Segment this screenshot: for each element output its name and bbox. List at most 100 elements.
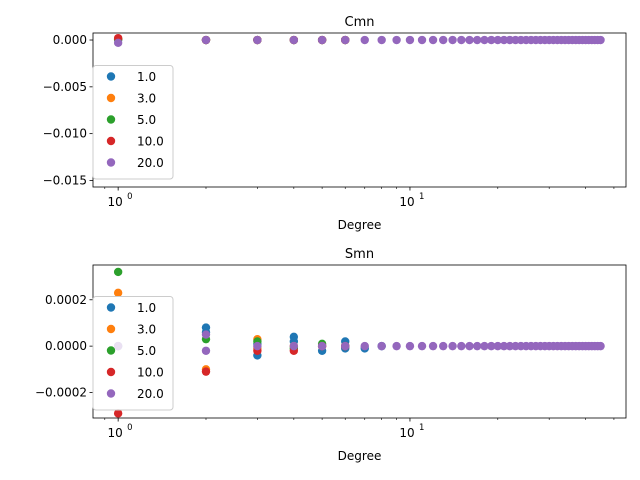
x-axis-label: Degree — [338, 218, 382, 232]
y-tick-label: −0.010 — [43, 127, 87, 141]
legend-label: 3.0 — [137, 92, 156, 106]
legend-label: 5.0 — [137, 113, 156, 127]
data-point — [341, 341, 350, 351]
data-point — [448, 35, 457, 45]
legend-label: 1.0 — [137, 301, 156, 315]
series-2 — [113, 34, 350, 45]
legend-marker — [106, 115, 116, 124]
legend-label: 10.0 — [137, 366, 164, 380]
data-point — [417, 35, 427, 45]
data-point — [253, 341, 262, 351]
data-point — [439, 35, 448, 45]
data-point — [596, 341, 605, 351]
chart-smn: Smn 10 0 10 1 0.0002 0.0000 −0.0002 Degree 1.0 3.0… — [35, 247, 627, 463]
data-point — [392, 341, 401, 351]
legend-marker — [106, 346, 116, 355]
data-point — [487, 341, 496, 351]
legend-box — [92, 65, 174, 180]
legend-label: 1.0 — [137, 70, 156, 84]
data-point — [201, 346, 211, 355]
series-4 — [113, 35, 605, 48]
y-tick-label: −0.015 — [43, 173, 87, 187]
y-tick-label: 0.0002 — [45, 293, 87, 307]
series-4 — [113, 330, 605, 355]
data-point — [487, 35, 496, 45]
legend: 1.0 3.0 5.0 10.0 20.0 — [92, 296, 174, 411]
data-point — [201, 35, 211, 45]
data-point — [428, 341, 438, 351]
x-tick-exponent: 0 — [127, 423, 132, 433]
legend-marker — [106, 158, 116, 167]
data-point — [439, 341, 448, 351]
data-point — [417, 341, 427, 351]
legend-marker — [106, 303, 116, 312]
legend-label: 3.0 — [137, 323, 156, 337]
data-point — [392, 35, 401, 45]
data-point — [113, 267, 123, 277]
data-point — [428, 35, 438, 45]
data-point — [113, 38, 123, 48]
legend-label: 20.0 — [137, 156, 164, 170]
data-point — [377, 35, 386, 45]
data-point — [596, 35, 605, 45]
data-point — [499, 35, 509, 45]
series-0 — [113, 35, 350, 45]
legend-marker — [106, 389, 116, 398]
data-point — [480, 341, 489, 351]
x-tick-label: 10 — [399, 426, 414, 440]
x-axis-label: Degree — [338, 449, 382, 463]
data-point — [113, 409, 123, 418]
data-point — [317, 341, 327, 351]
data-point — [360, 341, 369, 351]
data-point — [360, 35, 369, 45]
data-point — [201, 367, 211, 376]
chart-title: Cmn — [345, 15, 375, 30]
x-tick-exponent: 1 — [419, 192, 424, 202]
legend-marker — [106, 367, 116, 377]
legend-label: 5.0 — [137, 344, 156, 358]
legend-marker — [106, 93, 116, 103]
y-tick-label: 0.000 — [53, 33, 87, 47]
y-tick-label: −0.005 — [43, 80, 87, 94]
legend-box — [92, 296, 174, 411]
data-point — [493, 35, 502, 45]
data-point — [480, 35, 489, 45]
data-point — [465, 341, 474, 351]
legend: 1.0 3.0 5.0 10.0 20.0 — [92, 65, 174, 180]
x-tick-exponent: 1 — [419, 423, 424, 433]
data-point — [341, 35, 350, 45]
y-tick-label: 0.0000 — [45, 339, 87, 353]
data-point — [499, 341, 509, 351]
data-point — [113, 288, 123, 298]
data-point — [493, 341, 502, 351]
chart-title: Smn — [345, 247, 374, 262]
data-point — [289, 341, 299, 351]
series-1 — [113, 34, 350, 45]
data-point — [448, 341, 457, 351]
y-tick-label: −0.0002 — [35, 386, 87, 400]
data-point — [253, 35, 262, 45]
data-point — [405, 35, 415, 45]
data-point — [465, 35, 474, 45]
data-point — [405, 341, 415, 351]
chart-cmn: Cmn 10 0 10 1 0.000 −0.005 −0.010 −0.015 Degree 1.… — [43, 15, 627, 232]
data-point — [457, 341, 466, 351]
data-point — [473, 35, 482, 45]
data-point — [377, 341, 386, 351]
data-point — [473, 341, 482, 351]
x-tick-label: 10 — [108, 426, 123, 440]
legend-label: 10.0 — [137, 135, 164, 149]
data-point — [289, 35, 299, 45]
legend-marker — [106, 324, 116, 334]
data-point — [201, 330, 211, 339]
data-point — [457, 35, 466, 45]
x-tick-label: 10 — [399, 195, 414, 209]
x-tick-exponent: 0 — [127, 192, 132, 202]
data-point — [317, 35, 327, 45]
legend-marker — [106, 136, 116, 146]
legend-marker — [106, 72, 116, 81]
x-tick-label: 10 — [108, 195, 123, 209]
legend-label: 20.0 — [137, 387, 164, 401]
series-3 — [113, 33, 350, 45]
